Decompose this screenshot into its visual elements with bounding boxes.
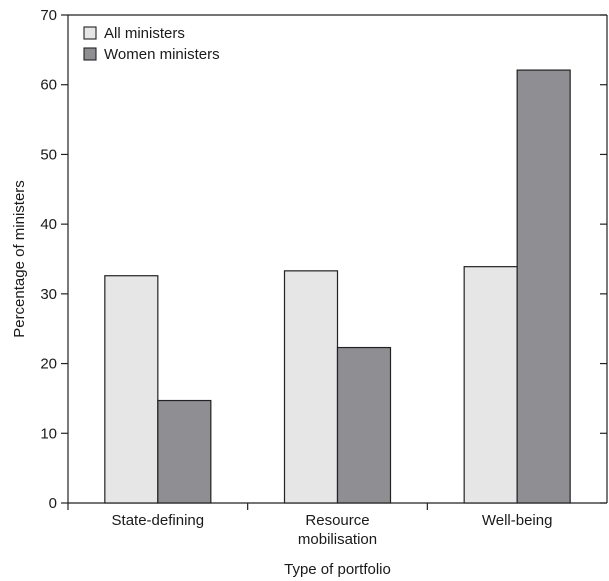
bar-women-ministers xyxy=(336,346,392,504)
bars xyxy=(104,69,571,504)
y-tick-label: 0 xyxy=(49,495,57,512)
bar-all-ministers xyxy=(463,266,518,504)
legend-swatch-all-ministers xyxy=(83,26,97,40)
y-axis-title: Percentage of ministers xyxy=(11,180,28,338)
y-tick-label: 30 xyxy=(40,286,57,303)
y-tick-labels: 0 10 20 30 40 50 60 70 xyxy=(40,7,57,512)
y-tick-label: 10 xyxy=(40,425,57,442)
y-tick-label: 70 xyxy=(40,7,57,24)
legend-label-women-ministers: Women ministers xyxy=(104,46,220,63)
bar-all-ministers xyxy=(283,270,339,504)
y-tick-label: 20 xyxy=(40,356,57,373)
legend: All ministers Women ministers xyxy=(83,25,220,63)
bar-women-ministers xyxy=(157,399,212,504)
y-tick-label: 40 xyxy=(40,216,57,233)
legend-swatch-women-ministers xyxy=(83,47,97,61)
x-tick-label: State-defining xyxy=(112,512,205,529)
bar-all-ministers xyxy=(104,275,159,504)
x-axis-title: Type of portfolio xyxy=(284,561,391,578)
x-tick-label: Well-being xyxy=(482,512,553,529)
legend-label-all-ministers: All ministers xyxy=(104,25,185,42)
x-tick-labels: State-defining Resource mobilisation Well-b… xyxy=(112,512,553,548)
x-tick-label: mobilisation xyxy=(298,531,377,548)
x-tick-label: Resource xyxy=(305,512,369,529)
y-tick-label: 60 xyxy=(40,77,57,94)
bar-women-ministers xyxy=(516,69,571,504)
y-tick-label: 50 xyxy=(40,146,57,163)
